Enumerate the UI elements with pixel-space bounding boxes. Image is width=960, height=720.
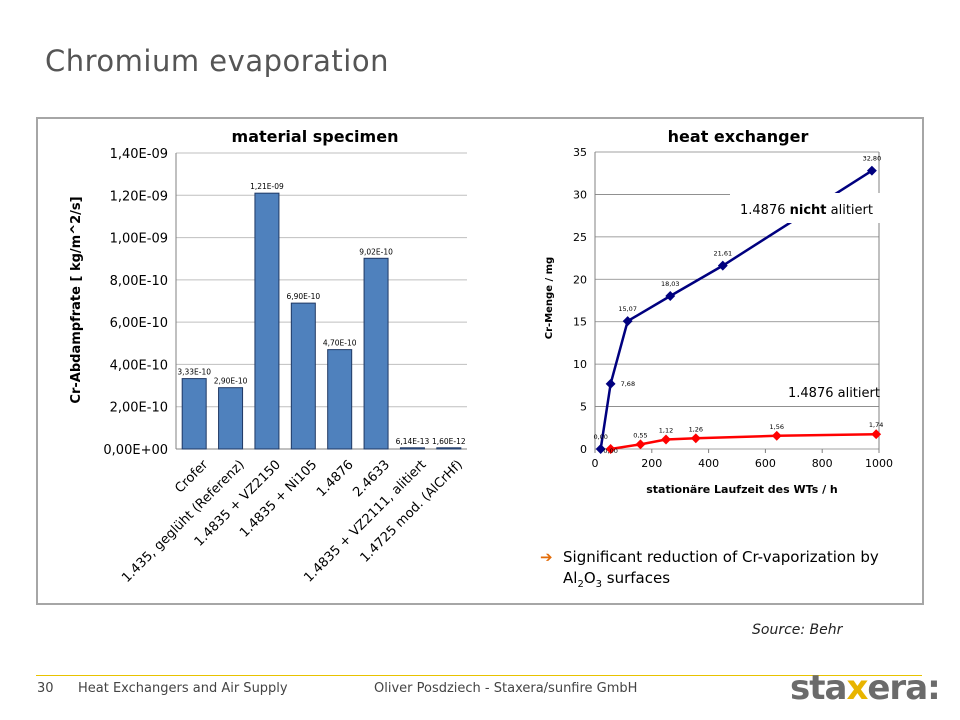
bar-value-label: 6,14E-13 [396, 437, 430, 446]
series-point-label: 18,03 [661, 280, 680, 288]
bar-category-label: 1.4876 [314, 457, 357, 500]
bar-y-tick-label: 0,00E+00 [103, 443, 168, 458]
series-label-box-upper [730, 193, 892, 223]
bar [436, 447, 462, 450]
bar [399, 447, 425, 450]
bar [363, 257, 389, 450]
bar [218, 387, 244, 450]
bar-y-tick-label: 8,00E-10 [110, 274, 168, 289]
series-label-alitized: 1.4876 alitiert [788, 386, 880, 401]
footer-title: Heat Exchangers and Air Supply [78, 681, 288, 696]
line-y-tick-label: 20 [573, 273, 587, 286]
line-y-tick-label: 0 [580, 443, 587, 456]
series-point [690, 433, 701, 444]
line-chart-y-ticks: 0 5 10 15 20 25 30 35 [573, 146, 587, 456]
bar [290, 302, 316, 450]
line-y-tick-label: 25 [573, 231, 587, 244]
source-note: Source: Behr [752, 622, 843, 638]
line-x-tick-label: 400 [698, 457, 719, 470]
series-point [635, 439, 646, 450]
line-y-tick-label: 15 [573, 316, 587, 329]
line-chart: heat exchanger 0 5 10 15 20 25 30 35 0 200 400 600… [544, 127, 893, 496]
bar-chart-y-ticks: 0,00E+00 2,00E-10 4,00E-10 6,00E-10 8,00E-10… [103, 147, 168, 458]
line-x-tick-label: 600 [755, 457, 776, 470]
footer-author: Oliver Posdziech - Staxera/sunfire GmbH [374, 681, 638, 696]
bar [181, 378, 207, 450]
series-line-alitized [610, 432, 877, 451]
bar-value-label: 4,70E-10 [323, 339, 357, 348]
staxera-logo: staxera: [790, 668, 941, 708]
series-point-label: 21,61 [713, 250, 732, 258]
line-y-tick-label: 30 [573, 188, 587, 201]
series-point-label: 0,00 [593, 433, 607, 441]
bar-chart-title: material specimen [232, 127, 399, 146]
line-chart-series: 0,00 7,68 15,07 18,03 21,61 32,80 0,00 0,55 1,12… [593, 155, 883, 455]
series-point [605, 378, 616, 389]
series-point-label: 1,74 [869, 421, 883, 429]
bar-value-label: 1,60E-12 [432, 437, 466, 446]
line-y-tick-label: 5 [580, 401, 587, 414]
line-x-tick-label: 200 [641, 457, 662, 470]
bar-chart: material specimen 0,00E+00 2,00E-10 4,00E-… [69, 127, 467, 586]
bar-value-label: 9,02E-10 [359, 247, 393, 256]
bar-y-tick-label: 4,00E-10 [110, 358, 168, 373]
series-point [771, 430, 782, 441]
series-point [665, 291, 676, 301]
bar [327, 349, 353, 450]
bar-chart-value-labels: 3,33E-102,90E-10 1,21E-09 6,90E-10 4,70E-10… [177, 182, 466, 446]
series-line-not-alitized [599, 169, 873, 450]
series-point-label: 0,55 [633, 431, 647, 439]
series-label-not-alitized: 1.4876 nicht alitiert [740, 203, 873, 218]
bar [254, 192, 280, 450]
bar-y-tick-label: 6,00E-10 [110, 316, 168, 331]
series-point-label: 32,80 [863, 155, 882, 163]
page-number: 30 [37, 681, 54, 696]
series-point-label: 7,68 [621, 380, 635, 388]
conclusion-line-1: Significant reduction of Cr-vaporization… [563, 548, 879, 566]
series-point [661, 434, 671, 445]
bar-value-label: 1,21E-09 [250, 182, 284, 191]
line-chart-x-ticks: 0 200 400 600 800 1000 [592, 457, 894, 470]
bar-value-label: 3,33E-10 [177, 368, 211, 377]
conclusion-arrow-icon: ➔ [540, 548, 553, 566]
bar-chart-bars [181, 192, 462, 450]
bar-chart-y-axis-label: Cr-Abdampfrate [ kg/m^2/s] [69, 196, 84, 403]
line-x-tick-label: 1000 [865, 457, 893, 470]
line-x-tick-label: 0 [592, 457, 599, 470]
series-point [595, 444, 606, 454]
series-point [622, 316, 633, 327]
bar-y-tick-label: 1,00E-09 [110, 232, 168, 247]
bar-y-tick-label: 1,20E-09 [110, 189, 168, 204]
series-point [871, 429, 882, 440]
line-chart-y-axis-label: Cr-Menge / mg [544, 257, 555, 339]
conclusion-line-2: Al2O3 surfaces [563, 569, 670, 590]
bar-y-tick-label: 2,00E-10 [110, 401, 168, 416]
line-y-tick-label: 10 [573, 358, 587, 371]
series-point-label: 1,26 [689, 425, 703, 433]
line-x-tick-label: 800 [812, 457, 833, 470]
series-point [605, 444, 616, 454]
series-point-label: 0,00 [603, 447, 617, 455]
series-point-label: 15,07 [618, 305, 637, 313]
bar-value-label: 2,90E-10 [214, 377, 248, 386]
line-y-tick-label: 35 [573, 146, 587, 159]
line-chart-x-axis-label: stationäre Laufzeit des WTs / h [646, 483, 838, 496]
slide-title: Chromium evaporation [45, 44, 389, 78]
series-point [717, 260, 728, 271]
line-chart-title: heat exchanger [668, 127, 809, 146]
series-point-label: 1,12 [659, 426, 673, 434]
series-point-label: 1,56 [770, 423, 784, 431]
footer-divider [36, 675, 922, 676]
bar-value-label: 6,90E-10 [286, 292, 320, 301]
bar-y-tick-label: 1,40E-09 [110, 147, 168, 162]
